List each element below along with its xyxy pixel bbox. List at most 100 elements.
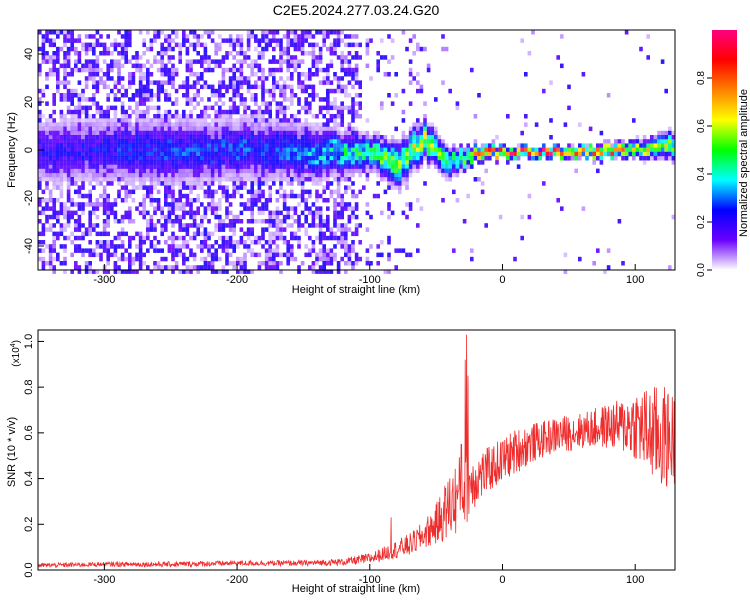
heatmap-cell [344, 244, 348, 249]
heatmap-cell [329, 63, 334, 69]
heatmap-cell [45, 164, 49, 169]
heatmap-cell [77, 223, 82, 228]
heatmap-cell [113, 84, 118, 90]
heatmap-cell [171, 101, 175, 106]
heatmap-cell [232, 244, 236, 249]
heatmap-cell [484, 156, 488, 161]
heatmap-cell [203, 206, 208, 211]
heatmap-cell [214, 256, 218, 262]
heatmap-cell [99, 202, 103, 207]
heatmap-cell [41, 156, 46, 161]
heatmap-cell [254, 59, 258, 64]
heatmap-cell [38, 135, 42, 140]
heatmap-cell [99, 181, 103, 186]
heatmap-cell [336, 156, 341, 161]
heatmap-cell [347, 143, 352, 148]
heatmap-cell [74, 156, 78, 161]
heatmap-cell [257, 156, 262, 161]
heatmap-cell [308, 193, 312, 199]
heatmap-cell [174, 30, 179, 35]
heatmap-cell [146, 189, 150, 195]
heatmap-cell [81, 118, 85, 123]
heatmap-cell [232, 126, 236, 132]
heatmap-cell [369, 160, 373, 165]
heatmap-cell [387, 202, 391, 207]
heatmap-cell [156, 198, 161, 203]
heatmap-cell [38, 143, 42, 148]
heatmap-cell [250, 269, 254, 274]
heatmap-cell [218, 214, 222, 220]
heatmap-cell [167, 59, 172, 64]
heatmap-cell [164, 109, 168, 115]
heatmap-cell [322, 130, 326, 136]
heatmap-cell [45, 198, 49, 203]
heatmap-cell [120, 42, 125, 48]
heatmap-cell [102, 151, 107, 157]
heatmap-cell [225, 261, 229, 266]
heatmap-cell [318, 139, 323, 144]
heatmap-cell [182, 261, 186, 266]
heatmap-cell [70, 122, 74, 127]
heatmap-cell [282, 93, 287, 98]
heatmap-cell [192, 147, 197, 153]
heatmap-cell [146, 164, 150, 169]
heatmap-cell [268, 265, 272, 270]
heatmap-cell [200, 97, 204, 102]
heatmap-cell [585, 147, 589, 153]
heatmap-cell [250, 231, 254, 237]
heatmap-cell [286, 51, 290, 56]
heatmap-cell [279, 261, 283, 266]
heatmap-cell [405, 172, 409, 178]
heatmap-cell [88, 147, 92, 153]
heatmap-cell [387, 156, 391, 161]
heatmap-cell [207, 147, 211, 153]
heatmap-cell [290, 244, 294, 249]
heatmap-cell [178, 172, 182, 178]
heatmap-cell [196, 265, 200, 270]
heatmap-cell [92, 122, 96, 127]
heatmap-cell [113, 172, 118, 178]
heatmap-cell [160, 172, 164, 178]
heatmap-cell [297, 46, 301, 52]
heatmap-cell [52, 231, 56, 237]
heatmap-cell [196, 118, 200, 123]
heatmap-cell [268, 256, 272, 262]
heatmap-cell [74, 93, 78, 98]
heatmap-cell [102, 219, 107, 224]
heatmap-cell [232, 240, 236, 245]
heatmap-cell [138, 235, 143, 241]
heatmap-cell [624, 147, 629, 153]
heatmap-cell [390, 135, 395, 140]
heatmap-cell [243, 51, 247, 56]
heatmap-cell [192, 219, 197, 224]
heatmap-cell [45, 76, 49, 81]
heatmap-cell [48, 143, 53, 148]
heatmap-cell [52, 59, 56, 64]
heatmap-cell [250, 143, 254, 148]
heatmap-cell [156, 168, 161, 174]
heatmap-cell [171, 76, 175, 81]
heatmap-cell [311, 261, 316, 266]
heatmap-cell [236, 177, 240, 182]
heatmap-cell [354, 93, 359, 98]
heatmap-cell [354, 109, 359, 115]
heatmap-cell [102, 135, 107, 140]
heatmap-cell [81, 97, 85, 102]
heatmap-cell [239, 219, 244, 224]
heatmap-cell [250, 63, 254, 69]
heatmap-cell [542, 143, 546, 148]
heatmap-cell [416, 147, 420, 153]
heatmap-cell [138, 88, 143, 94]
heatmap-cell [268, 160, 272, 165]
heatmap-cell [66, 139, 71, 144]
heatmap-cell [401, 172, 406, 178]
heatmap-cell [272, 151, 276, 157]
heatmap-cell [102, 46, 107, 52]
heatmap-cell [81, 147, 85, 153]
heatmap-cell [390, 181, 395, 186]
heatmap-cell [351, 42, 355, 48]
heatmap-cell [646, 151, 650, 157]
heatmap-cell [657, 143, 661, 148]
heatmap-cell [365, 130, 370, 136]
heatmap-cell [38, 126, 42, 132]
